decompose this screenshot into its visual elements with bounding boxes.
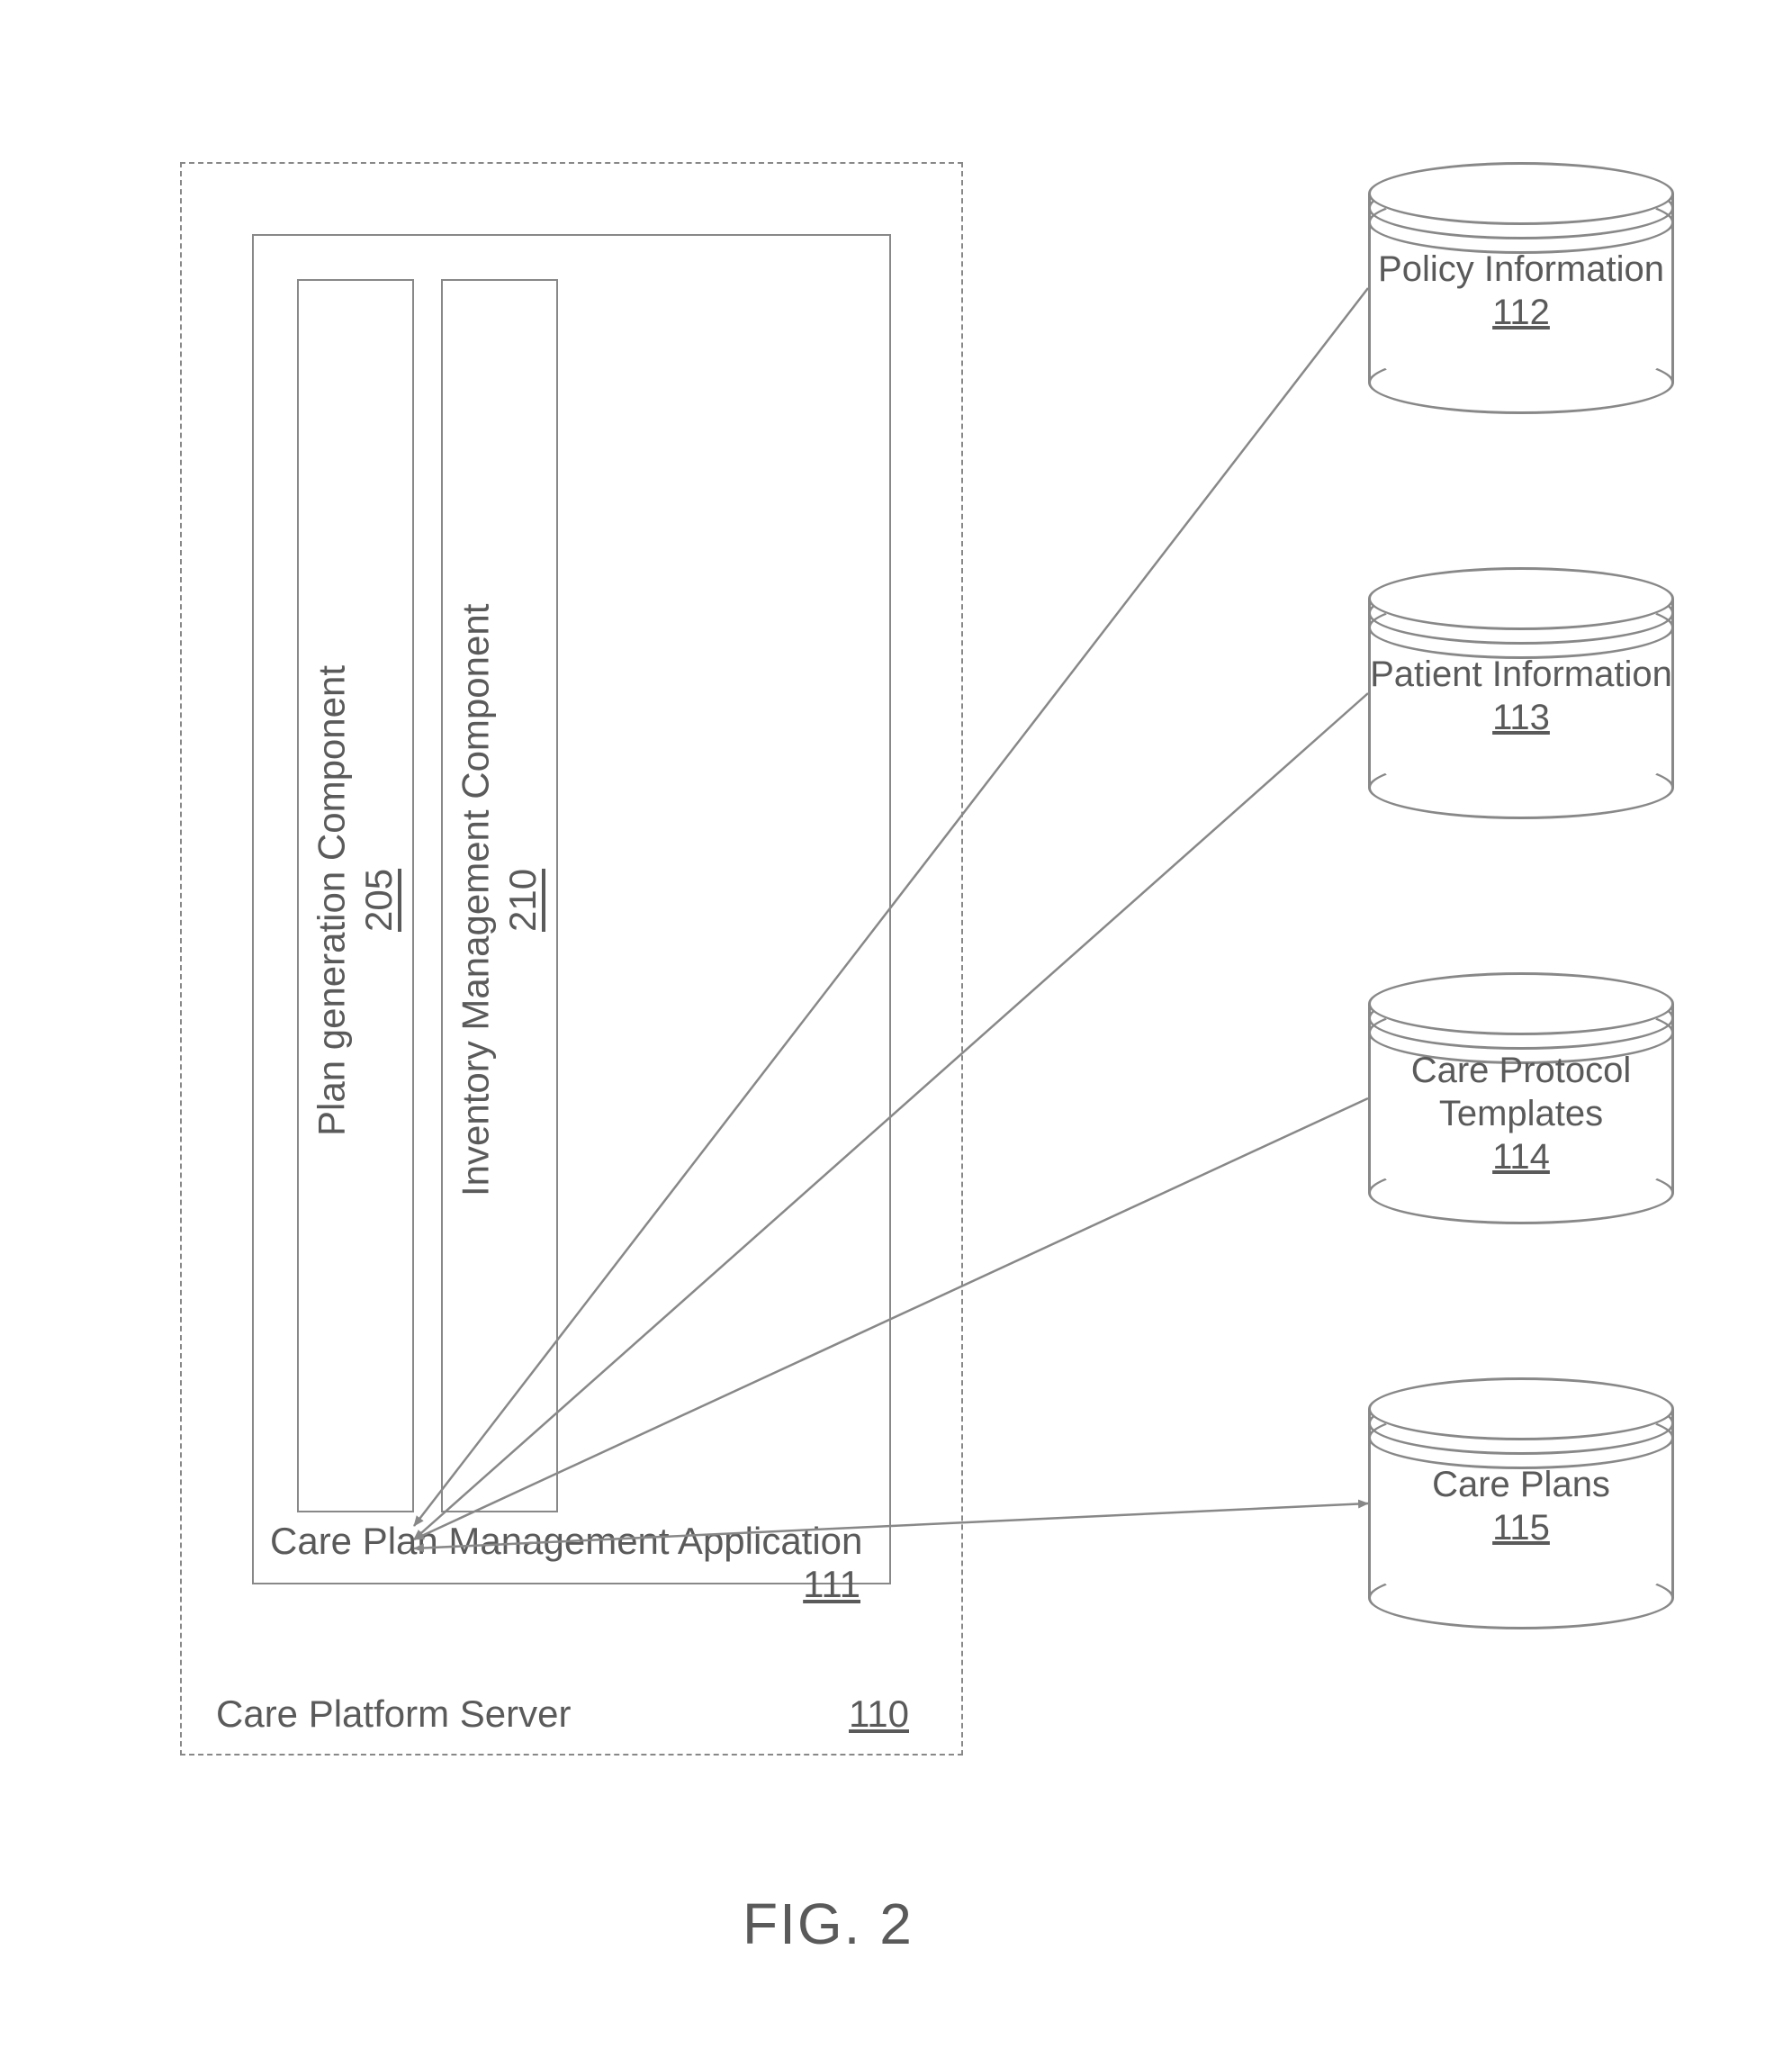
figure-caption-text: FIG. 2 — [743, 1891, 914, 1956]
inventory-text: Inventory Management Component — [455, 604, 497, 1196]
db-policy-number: 112 — [1492, 293, 1550, 332]
figure-caption: FIG. 2 — [743, 1891, 914, 1957]
db-plans-text: Care Plans — [1432, 1465, 1610, 1504]
care-plan-mgmt-app-label: Care Plan Management Application 111 — [270, 1520, 873, 1606]
database-care-plans: Care Plans 115 — [1368, 1377, 1674, 1629]
plan-gen-text: Plan generation Component — [311, 664, 353, 1135]
db-policy-text: Policy Information — [1378, 249, 1664, 289]
db-protocol-text: Care Protocol Templates — [1411, 1051, 1632, 1133]
db-protocol-number: 114 — [1492, 1137, 1550, 1177]
db-patient-text: Patient Information — [1370, 654, 1672, 694]
database-policy-information: Policy Information 112 — [1368, 162, 1674, 414]
db-plans-number: 115 — [1492, 1508, 1550, 1548]
inventory-number: 210 — [501, 869, 544, 932]
database-patient-information: Patient Information 113 — [1368, 567, 1674, 819]
app-label-text: Care Plan Management Application — [270, 1520, 862, 1562]
plan-gen-number: 205 — [357, 869, 400, 932]
db-patient-number: 113 — [1492, 698, 1550, 737]
plan-generation-component-label: Plan generation Component 205 — [302, 612, 410, 1188]
app-number: 111 — [803, 1563, 860, 1606]
database-care-protocol-templates: Care Protocol Templates 114 — [1368, 972, 1674, 1224]
server-number: 110 — [849, 1692, 909, 1736]
care-platform-server-label: Care Platform Server 110 — [216, 1692, 927, 1736]
inventory-management-component-label: Inventory Management Component 210 — [446, 540, 554, 1260]
server-label-text: Care Platform Server — [216, 1692, 571, 1735]
